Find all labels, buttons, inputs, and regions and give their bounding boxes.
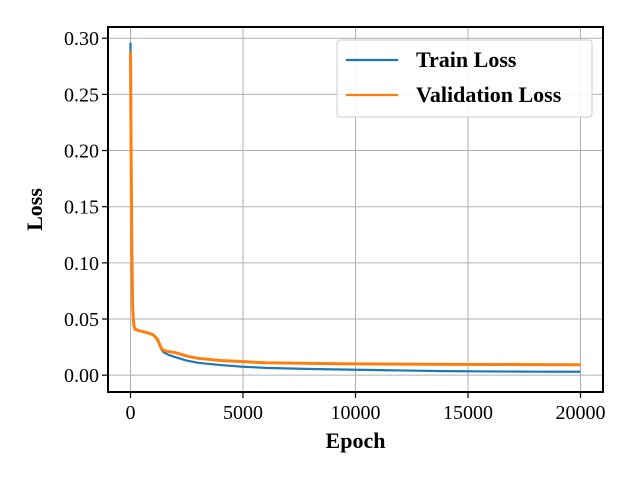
x-tick-label: 15000 (443, 402, 493, 424)
x-tick-label: 5000 (223, 402, 263, 424)
y-tick-label: 0.10 (64, 253, 99, 275)
y-tick-label: 0.30 (64, 28, 99, 50)
validation-loss-line (129, 51, 581, 367)
y-tick-label: 0.00 (64, 365, 99, 387)
legend: Train Loss Validation Loss (336, 39, 593, 118)
x-tick-label: 0 (126, 402, 136, 424)
x-tick-label: 20000 (556, 402, 606, 424)
y-tick-label: 0.20 (64, 141, 99, 163)
legend-label-validation: Validation Loss (416, 82, 562, 107)
x-axis-label: Epoch (326, 428, 386, 453)
legend-box (336, 39, 593, 118)
y-tick-label: 0.15 (64, 197, 99, 219)
legend-label-train: Train Loss (416, 47, 517, 72)
series-lines (129, 42, 581, 373)
y-axis-label: Loss (22, 188, 47, 231)
x-tick-label: 10000 (331, 402, 381, 424)
y-tick-label: 0.25 (64, 84, 99, 106)
axis-ticks: 0 5000 10000 15000 20000 0.00 0.05 0.10 0.15 0.20… (64, 28, 606, 424)
y-tick-label: 0.05 (64, 309, 99, 331)
